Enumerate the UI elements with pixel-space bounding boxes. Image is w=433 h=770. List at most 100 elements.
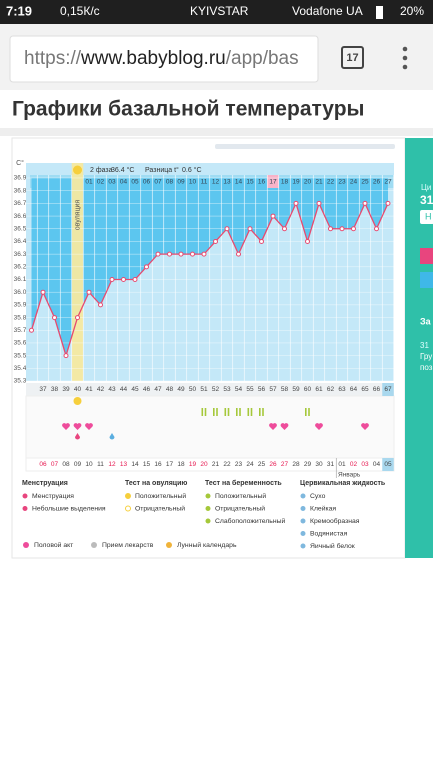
temperature-point	[385, 200, 391, 206]
legend-item: Небольшие выделения	[32, 504, 106, 512]
temperature-point	[178, 251, 184, 257]
menu-button[interactable]	[402, 46, 408, 70]
date-label: 19	[189, 461, 197, 468]
last-day-cell	[382, 383, 394, 396]
tabs-button[interactable]	[341, 46, 364, 69]
cycle-day: 19	[292, 179, 300, 186]
cycle-day: 09	[177, 179, 185, 186]
url[interactable]: https://www.babyblog.ru/app/bas	[24, 48, 299, 69]
y-tick-label: 35.8	[14, 314, 27, 321]
date-label: 08	[62, 461, 70, 468]
date-label: 16	[154, 461, 162, 468]
date-label: 01	[338, 461, 346, 468]
temperature-point	[224, 226, 230, 232]
legend-icon	[23, 542, 29, 548]
battery: 20%	[400, 4, 424, 18]
temperature-point	[132, 277, 138, 282]
legend-icon	[205, 518, 211, 524]
test-icon	[262, 408, 264, 416]
cycle-day: 11	[201, 179, 208, 186]
temperature-point	[98, 302, 103, 308]
status-bar	[0, 0, 433, 24]
date-label: 18	[177, 461, 185, 468]
x-tick-label: 49	[177, 386, 185, 393]
cycle-day: 17	[269, 179, 277, 186]
x-tick-label: 63	[338, 386, 346, 393]
x-tick-label: 44	[120, 386, 128, 393]
ovulation-icon	[73, 165, 82, 175]
social-button[interactable]	[420, 248, 433, 264]
date-label: 05	[384, 461, 392, 468]
legend-icon	[125, 493, 131, 499]
legend-title: Менструация	[22, 480, 68, 487]
temperature-point	[213, 238, 218, 244]
temperature-point	[52, 315, 57, 321]
x-tick-label: 47	[154, 386, 162, 393]
cycle-day: 12	[212, 179, 220, 186]
x-tick-label: 51	[200, 386, 208, 393]
legend-item: Кремообразная	[310, 517, 360, 525]
cycle-day: 13	[223, 179, 231, 186]
date-label: 03	[361, 461, 369, 468]
legend-item: Слабоположительный	[215, 517, 285, 525]
x-tick-label: 57	[269, 386, 277, 393]
url-field[interactable]	[9, 35, 319, 83]
x-tick-label: 56	[258, 386, 266, 393]
legend-item: Водянистая	[310, 530, 348, 537]
legend-item: Половой акт	[34, 541, 73, 549]
temperature-point	[282, 226, 287, 232]
temperature-point	[328, 226, 333, 232]
legend-icon	[205, 506, 211, 511]
temperature-point	[40, 289, 46, 295]
temperature-point	[201, 251, 207, 257]
x-tick-label: 52	[212, 386, 220, 393]
temperature-point	[29, 327, 34, 333]
temperature-point	[270, 213, 276, 219]
y-tick-label: 36.7	[14, 200, 27, 207]
legend-item: Лунный календарь	[177, 541, 237, 549]
test-icon	[239, 408, 241, 416]
cycle-day: 24	[350, 179, 358, 186]
date-label: 25	[258, 461, 266, 468]
diff-label: Разница t°	[145, 166, 179, 174]
x-tick-label: 42	[97, 386, 105, 393]
date-label: 07	[51, 461, 59, 468]
legend-item: Яичный белок	[310, 542, 355, 550]
legend-item: Отрицательный	[135, 504, 185, 512]
y-tick-label: 36.6	[14, 213, 27, 220]
side-number: 31	[420, 193, 433, 207]
ovulation-test-icon	[73, 397, 82, 405]
x-tick-label: 59	[292, 386, 300, 393]
temperature-point	[167, 251, 172, 257]
side-number: 31	[420, 341, 429, 350]
y-tick-label: 36.0	[14, 289, 27, 296]
y-tick-label: 35.5	[14, 352, 27, 359]
heart-icon	[85, 423, 93, 430]
cycle-day: 07	[154, 179, 162, 186]
heart-icon	[315, 423, 323, 430]
y-axis-label: C°	[16, 159, 24, 167]
url-scheme: https://	[24, 48, 82, 69]
temperature-point	[144, 264, 149, 270]
test-icon	[236, 408, 238, 416]
temperature-point	[155, 251, 161, 257]
social-button[interactable]	[420, 272, 433, 288]
side-button[interactable]	[420, 210, 433, 224]
month-label: Январь	[338, 472, 361, 479]
temperature-point	[362, 200, 368, 206]
x-tick-label: 37	[39, 386, 47, 393]
x-tick-label: 38	[51, 386, 59, 393]
temperature-point	[75, 315, 80, 321]
date-label: 29	[304, 461, 312, 468]
x-tick-label: 41	[85, 386, 93, 393]
carrier: Vodafone UA	[292, 4, 363, 18]
phase-value: 36.4 °C	[111, 166, 134, 174]
cycle-day: 05	[131, 179, 139, 186]
x-tick-label: 54	[235, 386, 243, 393]
cycle-day: 14	[235, 179, 243, 186]
x-tick-label: 61	[315, 386, 323, 393]
y-tick-label: 35.4	[14, 365, 27, 372]
x-tick-label: 58	[281, 386, 289, 393]
legend-icon	[125, 505, 131, 512]
